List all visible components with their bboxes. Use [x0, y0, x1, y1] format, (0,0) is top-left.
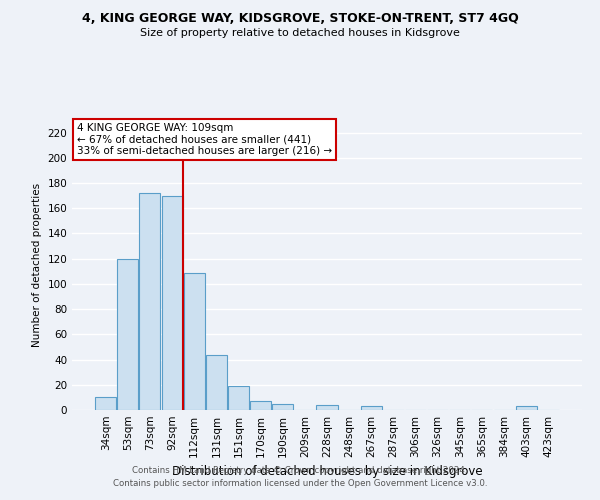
Bar [161, 196, 182, 410]
Text: Contains HM Land Registry data © Crown copyright and database right 2024.
Contai: Contains HM Land Registry data © Crown c… [113, 466, 487, 487]
Bar [118, 258, 139, 410]
Bar [228, 386, 249, 410]
Bar [515, 406, 536, 410]
Y-axis label: Number of detached properties: Number of detached properties [32, 183, 42, 347]
Text: 4, KING GEORGE WAY, KIDSGROVE, STOKE-ON-TRENT, ST7 4GQ: 4, KING GEORGE WAY, KIDSGROVE, STOKE-ON-… [82, 12, 518, 26]
Text: Size of property relative to detached houses in Kidsgrove: Size of property relative to detached ho… [140, 28, 460, 38]
Bar [316, 405, 338, 410]
Bar [139, 193, 160, 410]
Bar [250, 401, 271, 410]
Bar [184, 272, 205, 410]
Bar [206, 354, 227, 410]
Bar [95, 398, 116, 410]
Bar [272, 404, 293, 410]
Bar [361, 406, 382, 410]
Text: 4 KING GEORGE WAY: 109sqm
← 67% of detached houses are smaller (441)
33% of semi: 4 KING GEORGE WAY: 109sqm ← 67% of detac… [77, 123, 332, 156]
X-axis label: Distribution of detached houses by size in Kidsgrove: Distribution of detached houses by size … [172, 466, 482, 478]
